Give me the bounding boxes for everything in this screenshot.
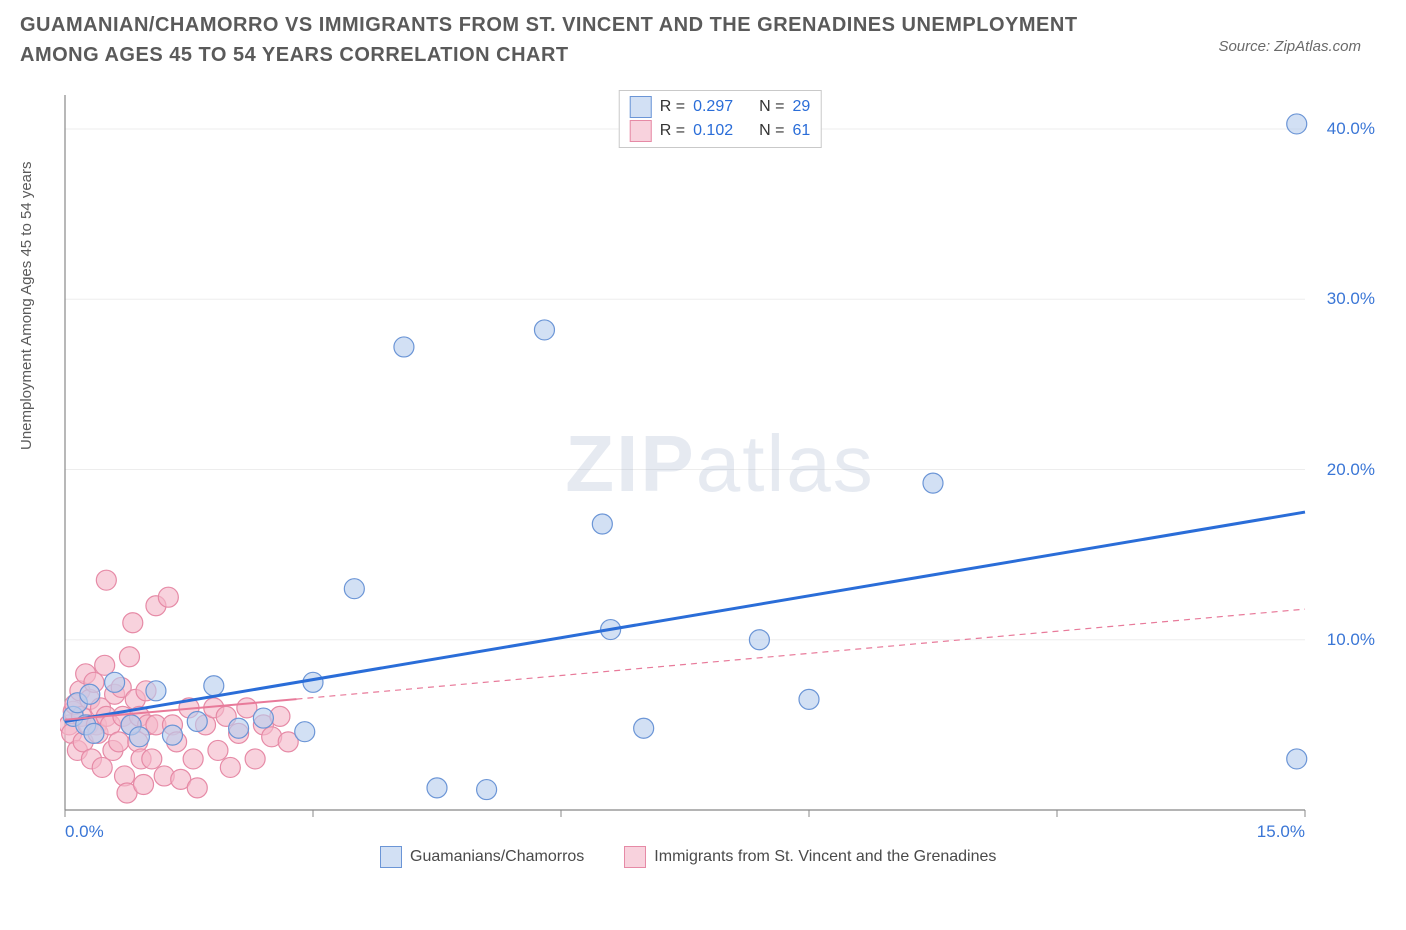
legend-n-value-1: 61 bbox=[792, 122, 810, 140]
y-axis-label: Unemployment Among Ages 45 to 54 years bbox=[18, 161, 35, 450]
legend-label-0: Guamanians/Chamorros bbox=[410, 848, 584, 866]
legend-r-value-1: 0.102 bbox=[693, 122, 733, 140]
y-tick-label: 10.0% bbox=[1327, 630, 1375, 650]
legend-swatch-bottom-1 bbox=[624, 846, 646, 868]
legend-stats-row-0: R = 0.297 N = 29 bbox=[630, 95, 811, 119]
legend-label-1: Immigrants from St. Vincent and the Gren… bbox=[654, 848, 996, 866]
legend-series: Guamanians/Chamorros Immigrants from St.… bbox=[380, 846, 996, 868]
x-tick-label: 0.0% bbox=[65, 822, 104, 842]
legend-stats-row-1: R = 0.102 N = 61 bbox=[630, 119, 811, 143]
legend-r-label-1: R = bbox=[660, 122, 685, 140]
legend-n-label-1: N = bbox=[759, 122, 784, 140]
chart-svg bbox=[60, 90, 1380, 870]
legend-r-label-0: R = bbox=[660, 98, 685, 116]
y-tick-label: 30.0% bbox=[1327, 289, 1375, 309]
source-text: Source: ZipAtlas.com bbox=[1218, 38, 1361, 55]
chart-title: GUAMANIAN/CHAMORRO VS IMMIGRANTS FROM ST… bbox=[20, 10, 1120, 70]
legend-item-0: Guamanians/Chamorros bbox=[380, 846, 584, 868]
legend-swatch-0 bbox=[630, 96, 652, 118]
y-tick-label: 20.0% bbox=[1327, 460, 1375, 480]
legend-r-value-0: 0.297 bbox=[693, 98, 733, 116]
legend-swatch-1 bbox=[630, 120, 652, 142]
legend-swatch-bottom-0 bbox=[380, 846, 402, 868]
y-tick-label: 40.0% bbox=[1327, 119, 1375, 139]
legend-stats-box: R = 0.297 N = 29 R = 0.102 N = 61 bbox=[619, 90, 822, 148]
x-tick-label: 15.0% bbox=[1257, 822, 1305, 842]
legend-item-1: Immigrants from St. Vincent and the Gren… bbox=[624, 846, 996, 868]
plot-area: ZIPatlas R = 0.297 N = 29 R = 0.102 N = … bbox=[60, 90, 1380, 870]
legend-n-label-0: N = bbox=[759, 98, 784, 116]
legend-n-value-0: 29 bbox=[792, 98, 810, 116]
